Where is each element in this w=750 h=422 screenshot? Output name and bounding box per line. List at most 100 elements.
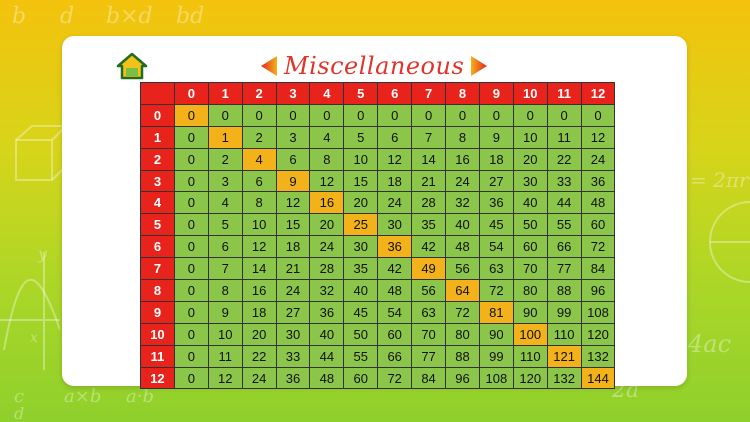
diagonal-cell[interactable]: 81 [478, 300, 514, 324]
product-cell[interactable]: 110 [546, 322, 582, 346]
product-cell[interactable]: 36 [580, 169, 616, 193]
product-cell[interactable]: 24 [309, 235, 345, 259]
diagonal-cell[interactable]: 121 [546, 344, 582, 368]
product-cell[interactable]: 48 [377, 279, 413, 302]
product-cell[interactable]: 77 [411, 344, 447, 368]
product-cell[interactable]: 0 [173, 147, 209, 171]
product-cell[interactable]: 10 [512, 125, 548, 149]
product-cell[interactable]: 0 [411, 103, 447, 127]
product-cell[interactable]: 22 [241, 344, 277, 368]
diagonal-cell[interactable]: 16 [309, 191, 345, 215]
product-cell[interactable]: 60 [343, 366, 379, 390]
product-cell[interactable]: 99 [546, 300, 582, 324]
product-cell[interactable]: 42 [377, 257, 413, 281]
product-cell[interactable]: 55 [343, 344, 379, 368]
product-cell[interactable]: 84 [580, 257, 616, 281]
product-cell[interactable]: 40 [343, 279, 379, 302]
product-cell[interactable]: 120 [580, 322, 616, 346]
product-cell[interactable]: 80 [512, 279, 548, 302]
product-cell[interactable]: 3 [207, 169, 243, 193]
product-cell[interactable]: 4 [207, 191, 243, 215]
product-cell[interactable]: 72 [377, 366, 413, 390]
product-cell[interactable]: 3 [275, 125, 311, 149]
product-cell[interactable]: 10 [241, 213, 277, 237]
product-cell[interactable]: 33 [275, 344, 311, 368]
product-cell[interactable]: 108 [478, 366, 514, 390]
diagonal-cell[interactable]: 25 [343, 213, 379, 237]
product-cell[interactable]: 0 [512, 103, 548, 127]
product-cell[interactable]: 63 [411, 300, 447, 324]
product-cell[interactable]: 54 [478, 235, 514, 259]
product-cell[interactable]: 12 [580, 125, 616, 149]
product-cell[interactable]: 50 [343, 322, 379, 346]
product-cell[interactable]: 0 [173, 344, 209, 368]
product-cell[interactable]: 24 [377, 191, 413, 215]
product-cell[interactable]: 10 [343, 147, 379, 171]
product-cell[interactable]: 90 [478, 322, 514, 346]
product-cell[interactable]: 42 [411, 235, 447, 259]
product-cell[interactable]: 40 [309, 322, 345, 346]
product-cell[interactable]: 32 [445, 191, 480, 215]
product-cell[interactable]: 35 [343, 257, 379, 281]
product-cell[interactable]: 36 [309, 300, 345, 324]
product-cell[interactable]: 6 [275, 147, 311, 171]
product-cell[interactable]: 14 [241, 257, 277, 281]
product-cell[interactable]: 33 [546, 169, 582, 193]
product-cell[interactable]: 8 [309, 147, 345, 171]
product-cell[interactable]: 21 [275, 257, 311, 281]
product-cell[interactable]: 36 [275, 366, 311, 390]
product-cell[interactable]: 70 [411, 322, 447, 346]
product-cell[interactable]: 2 [241, 125, 277, 149]
product-cell[interactable]: 60 [580, 213, 616, 237]
product-cell[interactable]: 18 [241, 300, 277, 324]
product-cell[interactable]: 72 [445, 300, 480, 324]
product-cell[interactable]: 35 [411, 213, 447, 237]
product-cell[interactable]: 20 [309, 213, 345, 237]
diagonal-cell[interactable]: 1 [207, 125, 243, 149]
product-cell[interactable]: 24 [445, 169, 480, 193]
product-cell[interactable]: 45 [343, 300, 379, 324]
product-cell[interactable]: 108 [580, 300, 616, 324]
product-cell[interactable]: 16 [445, 147, 480, 171]
product-cell[interactable]: 0 [241, 103, 277, 127]
product-cell[interactable]: 54 [377, 300, 413, 324]
product-cell[interactable]: 9 [478, 125, 514, 149]
product-cell[interactable]: 40 [445, 213, 480, 237]
product-cell[interactable]: 6 [207, 235, 243, 259]
product-cell[interactable]: 84 [411, 366, 447, 390]
product-cell[interactable]: 6 [241, 169, 277, 193]
product-cell[interactable]: 120 [512, 366, 548, 390]
diagonal-cell[interactable]: 36 [377, 235, 413, 259]
product-cell[interactable]: 15 [343, 169, 379, 193]
product-cell[interactable]: 0 [377, 103, 413, 127]
product-cell[interactable]: 63 [478, 257, 514, 281]
product-cell[interactable]: 56 [411, 279, 447, 302]
diagonal-cell[interactable]: 49 [411, 257, 447, 281]
product-cell[interactable]: 77 [546, 257, 582, 281]
product-cell[interactable]: 0 [343, 103, 379, 127]
product-cell[interactable]: 15 [275, 213, 311, 237]
product-cell[interactable]: 14 [411, 147, 447, 171]
product-cell[interactable]: 5 [207, 213, 243, 237]
product-cell[interactable]: 0 [173, 366, 209, 390]
product-cell[interactable]: 0 [275, 103, 311, 127]
product-cell[interactable]: 66 [377, 344, 413, 368]
product-cell[interactable]: 0 [445, 103, 480, 127]
product-cell[interactable]: 28 [411, 191, 447, 215]
product-cell[interactable]: 20 [343, 191, 379, 215]
product-cell[interactable]: 18 [377, 169, 413, 193]
product-cell[interactable]: 30 [275, 322, 311, 346]
product-cell[interactable]: 0 [173, 191, 209, 215]
product-cell[interactable]: 12 [309, 169, 345, 193]
product-cell[interactable]: 132 [580, 344, 616, 368]
product-cell[interactable]: 7 [207, 257, 243, 281]
product-cell[interactable]: 0 [580, 103, 616, 127]
product-cell[interactable]: 60 [512, 235, 548, 259]
previous-button[interactable] [260, 55, 278, 77]
diagonal-cell[interactable]: 64 [445, 279, 480, 302]
product-cell[interactable]: 55 [546, 213, 582, 237]
diagonal-cell[interactable]: 144 [580, 366, 616, 390]
product-cell[interactable]: 9 [207, 300, 243, 324]
diagonal-cell[interactable]: 100 [512, 322, 548, 346]
diagonal-cell[interactable]: 9 [275, 169, 311, 193]
